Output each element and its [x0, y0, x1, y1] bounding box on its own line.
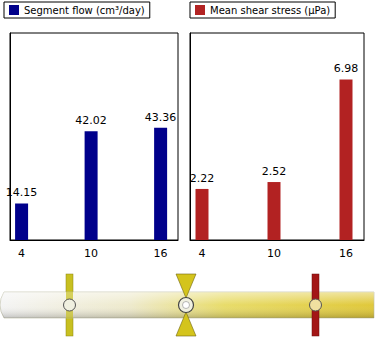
svg-text:Mean shear stress (μPa): Mean shear stress (μPa)	[210, 5, 330, 16]
svg-text:16: 16	[339, 247, 353, 260]
svg-text:6.98: 6.98	[334, 62, 359, 75]
svg-text:10: 10	[84, 247, 98, 260]
svg-text:4: 4	[199, 247, 206, 260]
svg-text:14.15: 14.15	[6, 186, 38, 199]
svg-text:4: 4	[18, 247, 25, 260]
svg-text:10: 10	[267, 247, 281, 260]
svg-text:2.22: 2.22	[190, 172, 215, 185]
svg-text:16: 16	[154, 247, 168, 260]
svg-text:42.02: 42.02	[75, 114, 107, 127]
svg-text:43.36: 43.36	[145, 111, 177, 124]
svg-text:2.52: 2.52	[262, 165, 287, 178]
svg-text:Segment flow (cm³/day): Segment flow (cm³/day)	[24, 5, 145, 16]
